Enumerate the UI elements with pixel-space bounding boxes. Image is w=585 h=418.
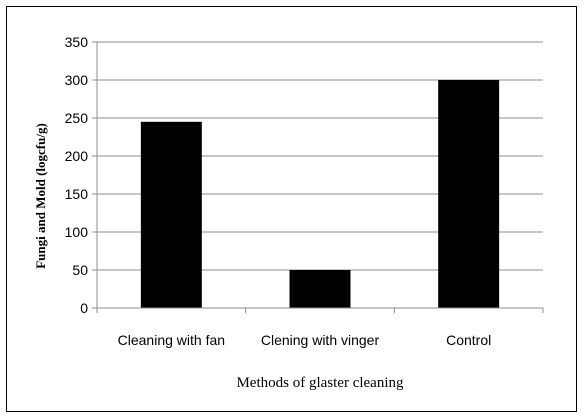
bars: [140, 80, 500, 308]
bar-2: [289, 270, 351, 308]
y-tick-labels: 0 50 100 150 200 250 300 350: [65, 34, 89, 316]
chart-frame: [6, 6, 577, 412]
bar-3: [438, 80, 500, 308]
y-tick-label-150: 150: [65, 186, 89, 202]
x-tick-label-2: Clening with vinger: [261, 332, 380, 348]
axes: [92, 41, 544, 313]
x-tick-label-1: Cleaning with fan: [118, 332, 225, 348]
y-tick-label-200: 200: [65, 148, 89, 164]
x-axis-title: Methods of glaster cleaning: [236, 375, 404, 391]
x-tick-label-3: Control: [446, 332, 491, 348]
y-tick-label-300: 300: [65, 72, 89, 88]
y-tick-label-0: 0: [80, 300, 88, 316]
y-axis-title: Fungi and Mold (logcfu/g): [33, 123, 48, 269]
bar-1: [140, 121, 202, 308]
y-tick-label-50: 50: [72, 262, 88, 278]
x-tick-labels: Cleaning with fan Clening with vinger Cont…: [118, 332, 492, 348]
y-tick-label-350: 350: [65, 34, 89, 50]
y-tick-label-250: 250: [65, 110, 89, 126]
y-tick-label-100: 100: [65, 224, 89, 240]
